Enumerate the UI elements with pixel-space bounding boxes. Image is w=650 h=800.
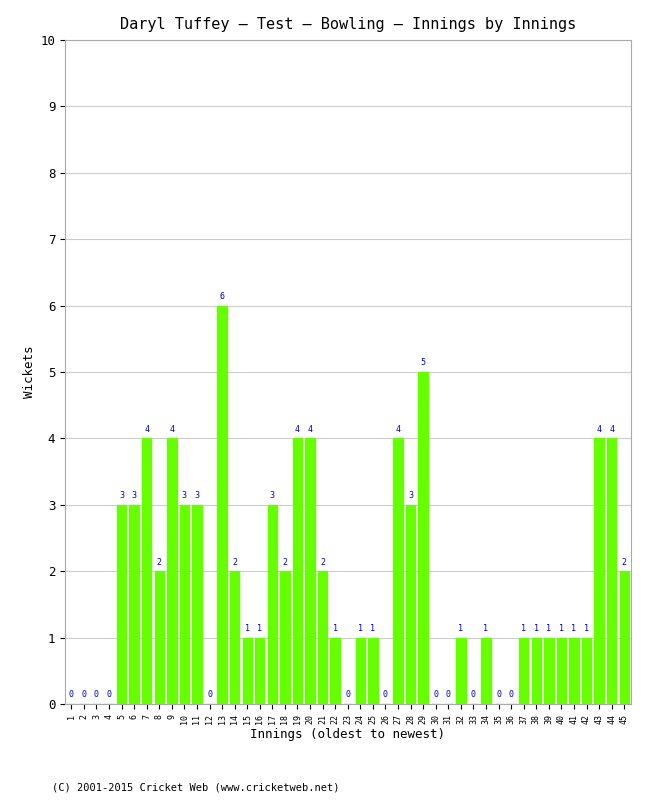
Text: 1: 1 [534, 624, 539, 633]
Text: 3: 3 [119, 491, 124, 500]
Bar [242, 638, 252, 704]
Text: 1: 1 [584, 624, 589, 633]
Text: 4: 4 [395, 425, 400, 434]
Bar [419, 372, 428, 704]
Text: 0: 0 [207, 690, 212, 699]
Text: 2: 2 [157, 558, 162, 566]
Bar [569, 638, 578, 704]
Bar [406, 505, 415, 704]
Bar [607, 438, 616, 704]
Text: 3: 3 [182, 491, 187, 500]
Text: 3: 3 [408, 491, 413, 500]
Bar [280, 571, 290, 704]
Bar [167, 438, 177, 704]
Y-axis label: Wickets: Wickets [23, 346, 36, 398]
Text: 4: 4 [609, 425, 614, 434]
Text: 2: 2 [232, 558, 237, 566]
Text: 3: 3 [131, 491, 136, 500]
Bar [532, 638, 541, 704]
Text: 2: 2 [282, 558, 287, 566]
Bar [544, 638, 554, 704]
Text: 0: 0 [446, 690, 451, 699]
Text: 0: 0 [69, 690, 74, 699]
Text: 5: 5 [421, 358, 426, 367]
Bar [619, 571, 629, 704]
Text: 4: 4 [144, 425, 150, 434]
Bar [393, 438, 403, 704]
Bar [129, 505, 139, 704]
Bar [192, 505, 202, 704]
Text: 0: 0 [107, 690, 112, 699]
Text: 1: 1 [333, 624, 338, 633]
Text: 1: 1 [521, 624, 527, 633]
Bar [142, 438, 151, 704]
X-axis label: Innings (oldest to newest): Innings (oldest to newest) [250, 728, 445, 741]
Text: 4: 4 [295, 425, 300, 434]
Bar [456, 638, 465, 704]
Text: 0: 0 [471, 690, 476, 699]
Bar [306, 438, 315, 704]
Bar [255, 638, 265, 704]
Text: 0: 0 [496, 690, 501, 699]
Text: 6: 6 [220, 292, 225, 301]
Bar [268, 505, 277, 704]
Text: (C) 2001-2015 Cricket Web (www.cricketweb.net): (C) 2001-2015 Cricket Web (www.cricketwe… [52, 782, 339, 792]
Text: 0: 0 [433, 690, 438, 699]
Bar [594, 438, 604, 704]
Text: 1: 1 [484, 624, 489, 633]
Bar [318, 571, 328, 704]
Bar [582, 638, 592, 704]
Text: 2: 2 [621, 558, 627, 566]
Text: 3: 3 [194, 491, 200, 500]
Bar [155, 571, 164, 704]
Bar [292, 438, 302, 704]
Bar [368, 638, 378, 704]
Bar [481, 638, 491, 704]
Text: 3: 3 [270, 491, 275, 500]
Text: 4: 4 [307, 425, 313, 434]
Text: 1: 1 [571, 624, 577, 633]
Text: 1: 1 [559, 624, 564, 633]
Text: 1: 1 [370, 624, 376, 633]
Bar [230, 571, 239, 704]
Bar [217, 306, 227, 704]
Bar [356, 638, 365, 704]
Text: 0: 0 [508, 690, 514, 699]
Text: 0: 0 [345, 690, 350, 699]
Text: 1: 1 [257, 624, 263, 633]
Bar [519, 638, 528, 704]
Bar [330, 638, 340, 704]
Text: 4: 4 [597, 425, 602, 434]
Text: 1: 1 [546, 624, 551, 633]
Text: 2: 2 [320, 558, 325, 566]
Bar [179, 505, 189, 704]
Text: 0: 0 [81, 690, 86, 699]
Text: 0: 0 [383, 690, 388, 699]
Text: 4: 4 [169, 425, 174, 434]
Bar [556, 638, 566, 704]
Text: 1: 1 [358, 624, 363, 633]
Text: 1: 1 [458, 624, 463, 633]
Text: 0: 0 [94, 690, 99, 699]
Text: 1: 1 [244, 624, 250, 633]
Bar [117, 505, 126, 704]
Title: Daryl Tuffey – Test – Bowling – Innings by Innings: Daryl Tuffey – Test – Bowling – Innings … [120, 17, 576, 32]
